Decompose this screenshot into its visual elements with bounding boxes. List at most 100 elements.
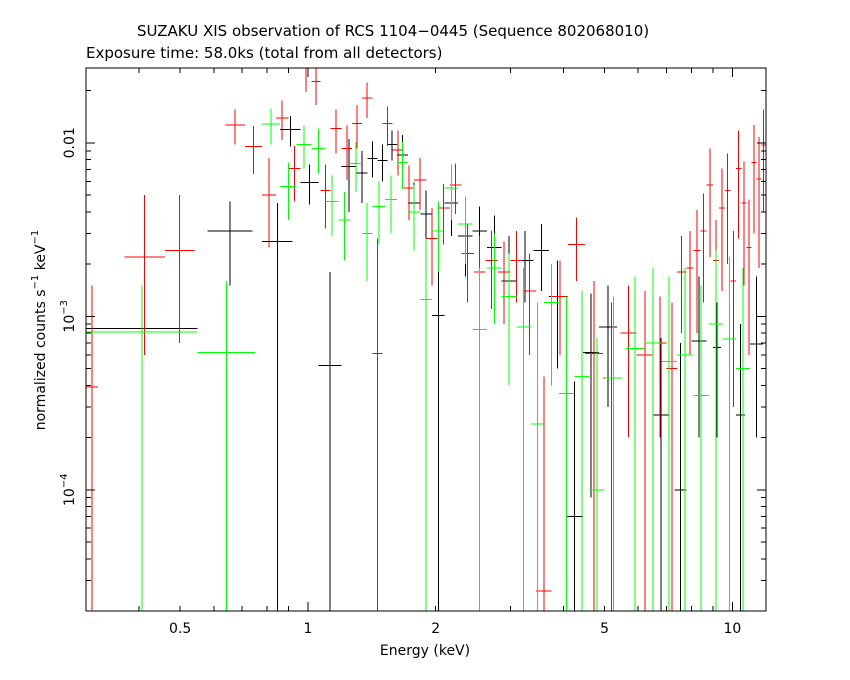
data-point <box>300 67 312 93</box>
data-point <box>387 130 397 161</box>
data-point <box>719 168 725 291</box>
data-point <box>533 224 550 291</box>
data-point <box>300 164 319 205</box>
data-point <box>746 199 752 355</box>
data-point <box>403 165 415 220</box>
data-point <box>751 124 757 234</box>
data-point <box>407 185 421 251</box>
data-point <box>382 106 393 146</box>
data-point <box>724 153 731 265</box>
data-point <box>262 202 293 611</box>
data-point <box>761 109 766 212</box>
data-point <box>599 285 618 407</box>
y-tick-label: 10−3 <box>59 300 78 333</box>
data-point <box>338 192 351 261</box>
data-point <box>693 209 701 334</box>
data-point <box>341 125 352 181</box>
data-point <box>367 141 378 178</box>
series-2 <box>86 108 750 611</box>
data-point <box>736 267 750 611</box>
data-point <box>330 109 342 154</box>
data-point <box>207 201 253 286</box>
data-point <box>516 267 531 611</box>
data-point <box>749 276 763 438</box>
x-tick-label: 1 <box>303 621 312 637</box>
data-point <box>437 183 450 245</box>
data-point <box>86 285 198 611</box>
data-point <box>530 302 545 611</box>
data-point <box>693 285 709 611</box>
data-point <box>736 130 742 239</box>
x-axis-label: Energy (keV) <box>380 643 470 659</box>
data-point <box>262 108 281 145</box>
chart-title: SUZAKU XIS observation of RCS 1104−0445 … <box>137 22 650 40</box>
data-point <box>351 105 362 149</box>
data-point <box>275 100 289 140</box>
data-point <box>686 231 694 355</box>
data-point <box>197 280 255 611</box>
data-point <box>372 238 383 611</box>
data-point <box>444 164 459 220</box>
data-point <box>244 126 263 175</box>
data-point <box>568 217 586 281</box>
data-point <box>741 161 747 286</box>
data-point <box>583 293 600 498</box>
data-point <box>420 190 432 245</box>
data-point <box>674 343 687 611</box>
plot-frame <box>85 67 767 612</box>
data-point <box>736 324 745 611</box>
data-point <box>392 130 404 176</box>
data-point <box>426 208 438 286</box>
data-point <box>652 296 667 438</box>
data-point <box>86 285 98 611</box>
data-point <box>485 231 498 310</box>
data-point <box>311 128 326 175</box>
data-point <box>516 231 534 303</box>
y-tick-label: 10−4 <box>59 473 78 506</box>
data-point <box>472 267 487 611</box>
data-point <box>431 201 445 273</box>
data-point <box>486 233 502 325</box>
chart-subtitle: Exposure time: 58.0ks (total from all de… <box>86 44 443 62</box>
data-point <box>361 82 373 119</box>
data-point <box>296 125 312 169</box>
data-point <box>756 137 762 268</box>
y-axis-label: normalized counts s−1 keV−1 <box>30 230 49 431</box>
data-point <box>558 296 575 611</box>
data-point <box>320 164 331 229</box>
data-point <box>585 280 603 611</box>
data-point <box>325 175 339 237</box>
data-point <box>652 337 670 611</box>
data-point <box>691 276 707 438</box>
axis-layer: 0.5 1 2 5 10 10−4 10−3 0.01 <box>59 67 767 637</box>
series-0 <box>86 115 763 611</box>
data-point <box>280 115 301 147</box>
data-point <box>676 267 694 611</box>
data-point <box>544 264 559 386</box>
x-tick-label: 10 <box>723 621 741 637</box>
data-point <box>666 302 677 611</box>
x-tick-label: 5 <box>600 621 609 637</box>
data-point <box>414 157 427 210</box>
data-point <box>722 256 737 611</box>
data-point <box>311 68 321 106</box>
data-point <box>625 276 645 611</box>
data-layer <box>86 67 766 611</box>
data-point <box>124 195 165 355</box>
data-point <box>361 202 373 281</box>
data-point <box>522 253 537 355</box>
data-point <box>551 260 569 355</box>
data-point <box>536 376 552 611</box>
data-point <box>385 175 397 234</box>
data-point <box>431 247 445 611</box>
data-point <box>661 276 677 611</box>
data-point <box>458 196 473 265</box>
data-point <box>712 302 721 438</box>
data-point <box>510 231 523 303</box>
data-point <box>262 157 276 248</box>
data-point <box>497 241 511 325</box>
data-point <box>700 193 707 303</box>
series-1 <box>86 67 766 611</box>
data-point <box>280 162 297 220</box>
